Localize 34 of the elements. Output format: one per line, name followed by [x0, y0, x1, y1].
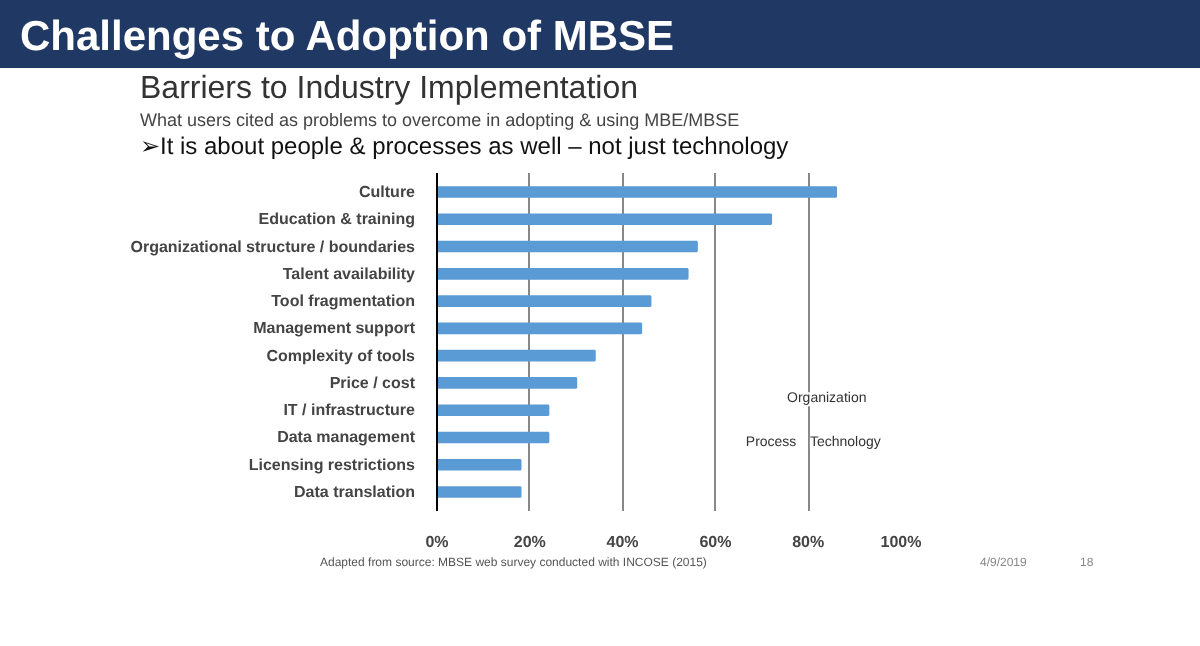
bar: [437, 431, 550, 444]
bar: [437, 295, 652, 307]
chart-title: Challenges to Adoption of MBSE: [20, 12, 675, 64]
bar: [437, 213, 773, 226]
x-tick-label: 0%: [425, 533, 449, 551]
y-tick-label: Complexity of tools: [266, 346, 417, 365]
x-tick-label: 40%: [606, 533, 639, 551]
bar: [437, 486, 522, 498]
text: ➢It is about people & processes as well – not just technology: [140, 130, 789, 164]
y-tick-label: Data management: [277, 428, 416, 447]
bar: [437, 404, 550, 416]
x-tick-label: 80%: [792, 533, 825, 551]
chart-subtitle: Barriers to Industry Implementation: [140, 70, 638, 110]
y-tick-label: Licensing restrictions: [248, 455, 417, 474]
x-tick-label: 20%: [513, 533, 546, 551]
y-tick-label: Tool fragmentation: [271, 292, 416, 311]
y-tick-label: Culture: [359, 183, 417, 202]
y-tick-label: Talent availability: [282, 264, 417, 283]
bar: [437, 186, 838, 198]
bar: [437, 349, 596, 362]
bar: [437, 377, 578, 389]
bar: [437, 240, 698, 253]
y-tick-label: Management support: [253, 319, 416, 338]
text: What users cited as problems to overcome in adopting & using MBE/MBSE: [140, 108, 740, 134]
bar: [437, 268, 689, 280]
x-tick-label: 60%: [699, 533, 732, 551]
x-tick-label: 100%: [880, 533, 922, 551]
y-tick-label: Price / cost: [329, 373, 416, 392]
y-tick-label: Data translation: [294, 482, 416, 501]
y-tick-label: Organizational structure / boundaries: [130, 237, 417, 256]
bar: [437, 322, 643, 335]
bar: [437, 458, 522, 471]
y-tick-label: Education & training: [258, 210, 416, 229]
y-tick-label: IT / infrastructure: [283, 401, 417, 420]
